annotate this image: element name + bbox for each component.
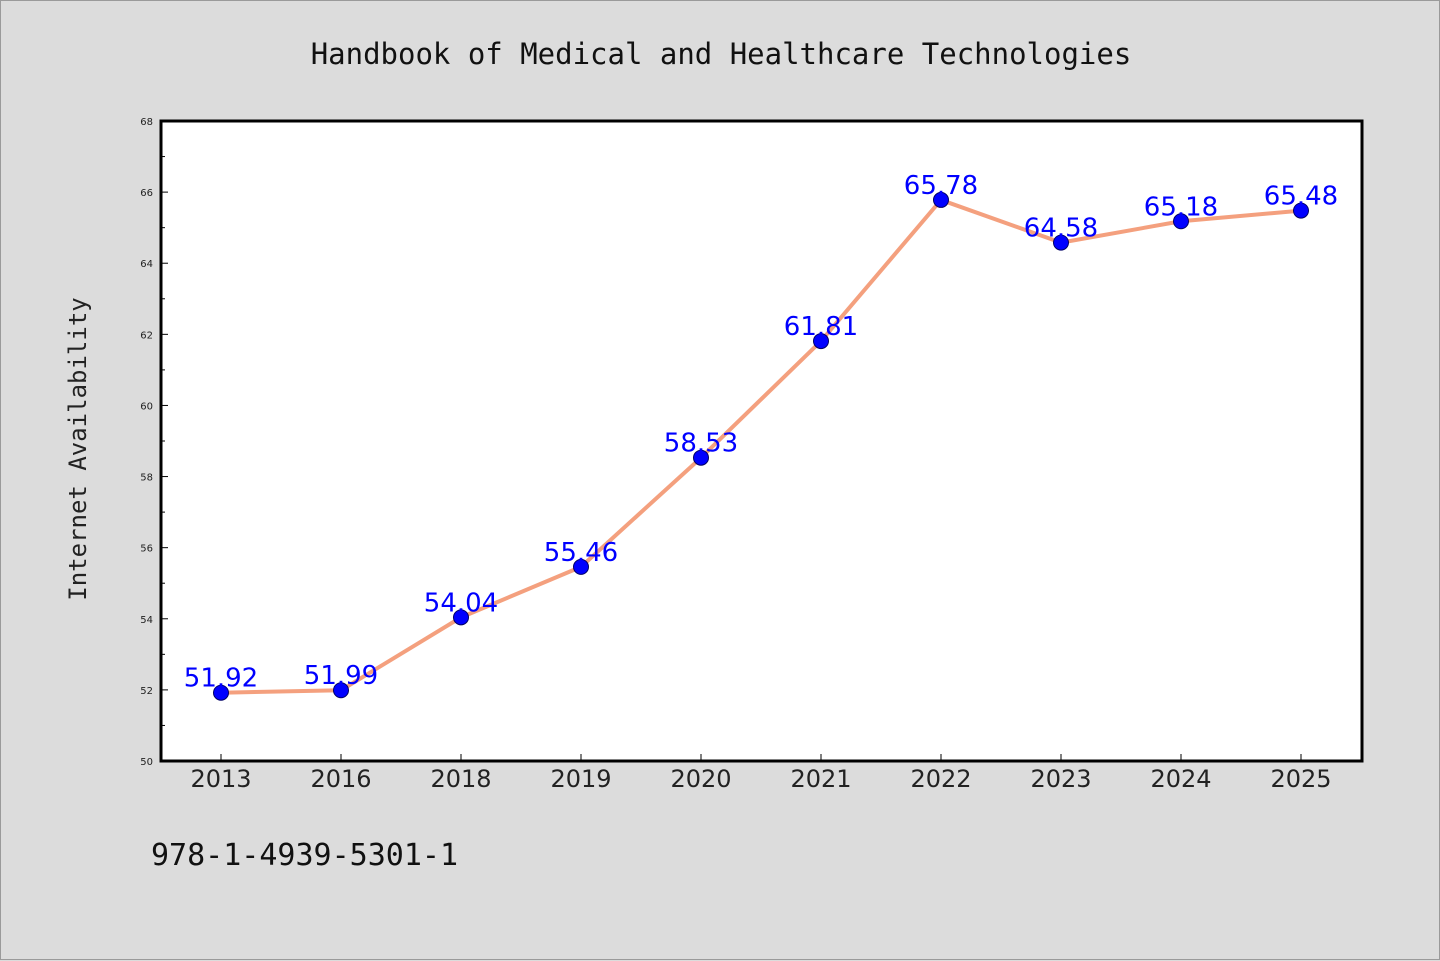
data-point <box>1173 213 1189 230</box>
y-tick-label: 56 <box>140 544 153 555</box>
data-point <box>213 684 229 701</box>
data-point <box>1293 202 1309 219</box>
x-tick-label: 2020 <box>670 765 731 793</box>
x-tick-label: 2023 <box>1030 765 1091 793</box>
y-tick-label: 64 <box>140 259 153 270</box>
y-axis-label: Internet Availability <box>64 297 92 600</box>
y-tick-label: 58 <box>140 473 153 484</box>
data-label: 55.46 <box>544 538 618 568</box>
x-tick-label: 2016 <box>310 765 371 793</box>
data-label: 64.58 <box>1024 214 1098 244</box>
data-label: 65.48 <box>1264 182 1338 212</box>
y-tick-label: 52 <box>140 686 153 697</box>
data-point <box>813 333 829 350</box>
y-tick-label: 68 <box>140 117 153 128</box>
data-label: 65.18 <box>1144 192 1218 222</box>
y-tick-label: 66 <box>140 188 153 199</box>
x-tick-label: 2021 <box>790 765 851 793</box>
x-tick-label: 2022 <box>910 765 971 793</box>
data-point <box>333 682 349 699</box>
series-line <box>219 197 1303 695</box>
data-label: 58.53 <box>664 429 738 459</box>
series-line-group <box>219 197 1303 695</box>
y-axis-ticks: 50 52 54 56 58 60 62 64 66 68 <box>140 117 168 768</box>
x-tick-label: 2024 <box>1150 765 1211 793</box>
data-label: 61.81 <box>784 312 858 342</box>
data-label: 51.99 <box>304 661 378 691</box>
data-point <box>693 449 709 466</box>
x-axis-ticks: 2013 2016 2018 2019 2020 2021 2022 2023 2024 2025 <box>190 754 1332 793</box>
x-tick-label: 2025 <box>1270 765 1331 793</box>
data-point <box>453 609 469 626</box>
data-point <box>1053 234 1069 251</box>
x-tick-label: 2018 <box>430 765 491 793</box>
x-tick-label: 2013 <box>190 765 251 793</box>
y-tick-label: 60 <box>140 401 153 412</box>
chart-title: Handbook of Medical and Healthcare Techn… <box>311 37 1132 71</box>
data-label: 54.04 <box>424 588 498 618</box>
y-tick-label: 62 <box>140 330 153 341</box>
data-labels: 51.92 51.99 54.04 55.46 58.53 61.81 65.78 64.58… <box>184 171 1338 694</box>
plot-area <box>159 119 1364 763</box>
data-point <box>933 191 949 208</box>
data-label: 51.92 <box>184 664 258 694</box>
data-markers <box>213 191 1309 701</box>
y-tick-label: 50 <box>140 757 153 768</box>
data-label: 65.78 <box>904 171 978 201</box>
x-tick-label: 2019 <box>550 765 611 793</box>
y-tick-label: 54 <box>140 615 153 626</box>
data-point <box>573 558 589 575</box>
isbn-footer: 978-1-4939-5301-1 <box>151 838 458 873</box>
